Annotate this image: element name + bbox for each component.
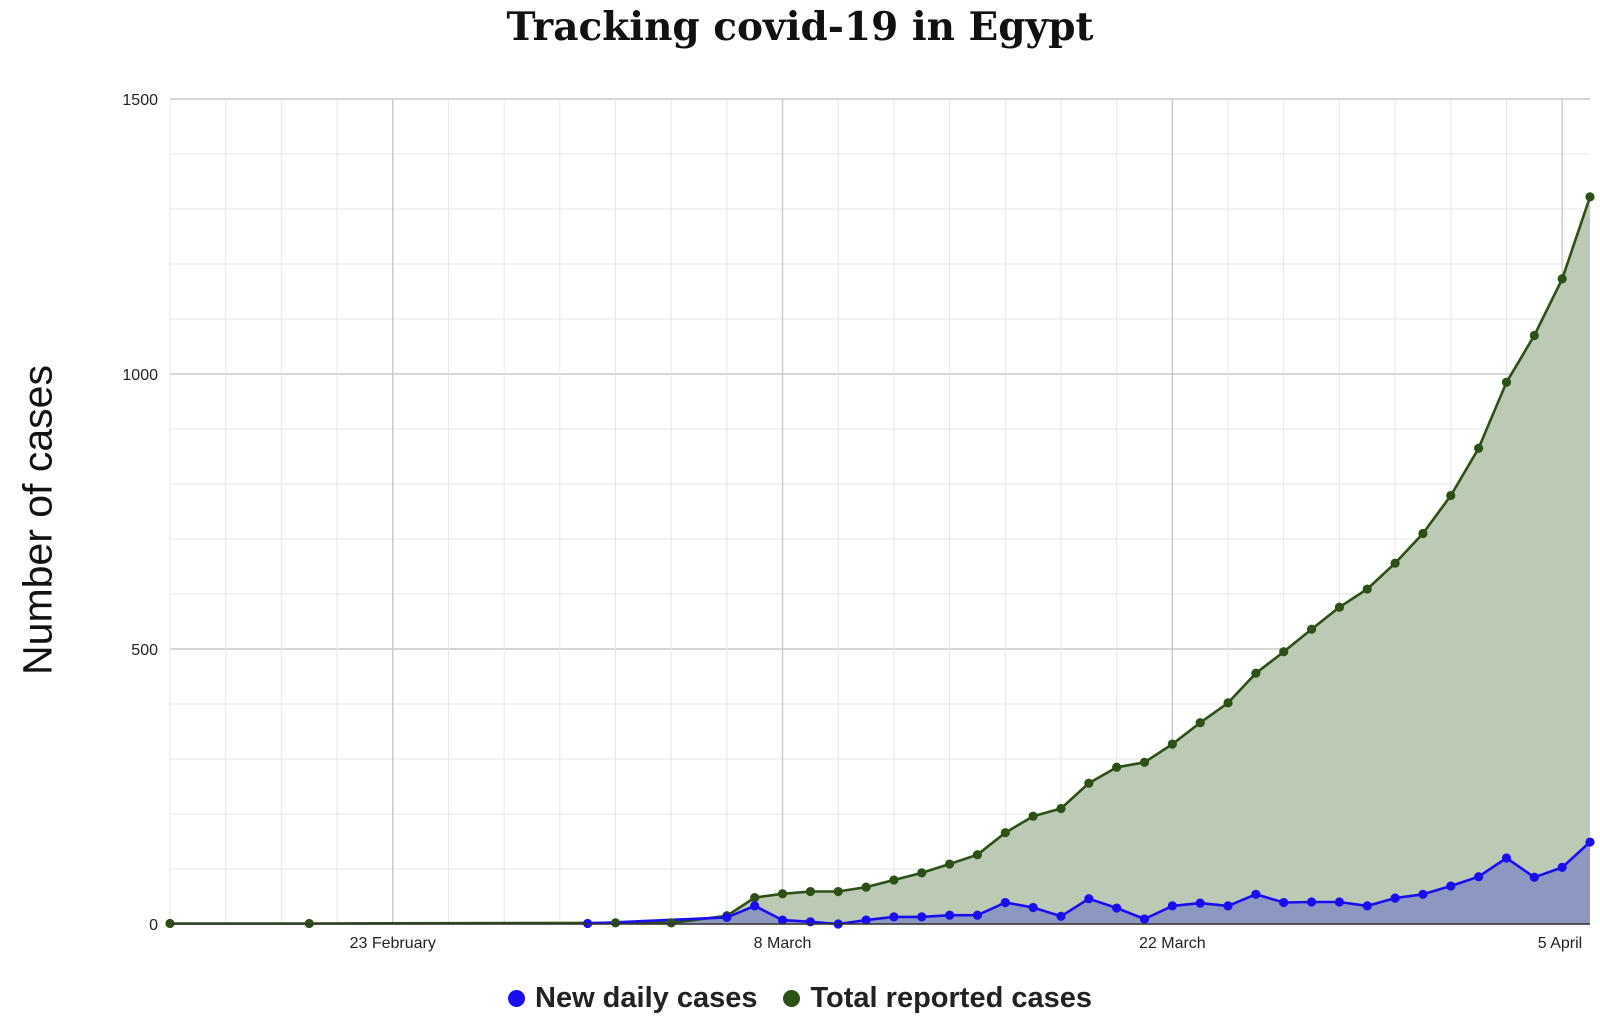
x-tick-label: 8 March [754, 935, 812, 952]
data-point [1112, 762, 1122, 772]
data-point [1446, 881, 1456, 891]
data-point [1028, 811, 1038, 821]
data-point [1557, 274, 1567, 284]
data-point [972, 850, 983, 860]
chart-title: Tracking covid-19 in Egypt [506, 4, 1094, 50]
y-tick-label: 1500 [122, 92, 158, 109]
data-point [1529, 330, 1539, 341]
data-point [1390, 558, 1400, 568]
data-point [805, 886, 815, 897]
data-point [1362, 584, 1372, 594]
data-point [1501, 853, 1512, 863]
data-point [1306, 624, 1317, 634]
data-point [1334, 897, 1345, 907]
data-point [861, 882, 871, 892]
data-point [1139, 757, 1150, 767]
legend-swatch-new-daily [508, 990, 525, 1007]
data-point [833, 886, 843, 897]
data-point [1223, 901, 1233, 911]
data-point [1000, 828, 1010, 838]
data-point [1585, 837, 1595, 847]
data-point [1279, 897, 1289, 908]
data-point [722, 912, 732, 923]
series-areas [170, 196, 1590, 924]
data-point [1418, 889, 1428, 899]
series-line-1 [170, 196, 1592, 925]
y-tick-label: 1000 [122, 367, 158, 384]
data-point [1112, 903, 1122, 913]
series-points [165, 192, 1595, 929]
data-point [1446, 490, 1456, 501]
data-point [861, 915, 871, 925]
x-tick-label: 5 April [1538, 935, 1582, 952]
data-point [1056, 911, 1066, 921]
legend-swatch-total [783, 990, 801, 1007]
data-point [1362, 901, 1372, 911]
data-point [1390, 893, 1400, 903]
data-point [1028, 902, 1038, 913]
data-point [1167, 901, 1177, 911]
data-point [945, 859, 955, 869]
data-point [1474, 443, 1484, 453]
data-point [889, 912, 899, 922]
data-point [1195, 898, 1205, 908]
series-area-1 [170, 196, 1590, 924]
y-tick-label: 500 [131, 642, 158, 659]
legend: New daily cases Total reported cases [0, 982, 1600, 1015]
data-point [972, 910, 983, 920]
data-point [777, 889, 788, 899]
data-point [1585, 192, 1595, 202]
data-point [1557, 862, 1567, 872]
data-point [1279, 647, 1289, 657]
data-point [1223, 698, 1233, 708]
x-tick-label: 22 March [1139, 935, 1206, 952]
data-point [666, 918, 676, 928]
data-point [1334, 602, 1345, 612]
data-point [750, 893, 760, 903]
data-point [1251, 668, 1261, 678]
data-point [805, 917, 815, 927]
legend-label-total: Total reported cases [810, 982, 1092, 1014]
data-point [1000, 897, 1010, 908]
data-point [1139, 914, 1150, 924]
data-point [1474, 872, 1484, 882]
data-point [889, 875, 899, 885]
axis-ticks: 0 500 1000 1500 23 February 8 March 22 March 5 … [122, 92, 1590, 952]
data-point [917, 868, 927, 878]
data-point [1529, 872, 1539, 882]
x-tick-label: 23 February [350, 935, 436, 952]
data-point [1195, 718, 1205, 728]
data-point [1306, 897, 1317, 907]
data-point [1251, 889, 1261, 899]
data-point [610, 918, 621, 928]
data-point [1056, 803, 1066, 814]
data-point [1084, 778, 1094, 788]
data-point [1084, 894, 1094, 904]
legend-label-new-daily: New daily cases [535, 982, 758, 1014]
data-point [1501, 377, 1512, 387]
legend-item-total[interactable]: Total reported cases [783, 982, 1092, 1015]
data-point [945, 910, 955, 920]
data-point [777, 915, 788, 925]
y-tick-label: 0 [149, 917, 158, 934]
data-point [1167, 739, 1177, 749]
data-point [917, 912, 927, 922]
data-point [750, 901, 760, 911]
legend-item-new-daily[interactable]: New daily cases [508, 982, 757, 1015]
data-point [1418, 528, 1428, 539]
